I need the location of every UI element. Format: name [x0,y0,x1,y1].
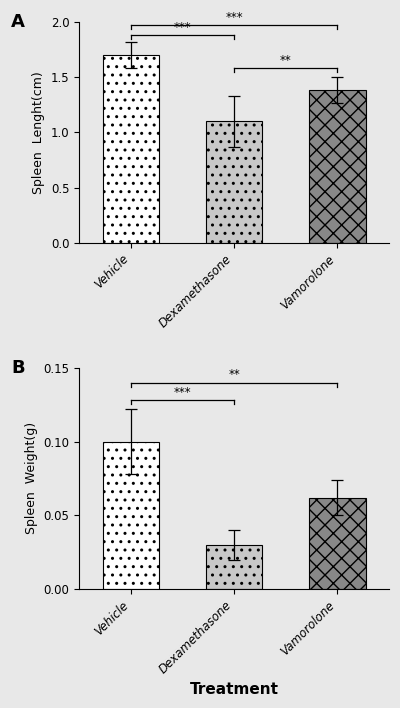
Bar [102,442,159,589]
Text: ***: *** [174,386,191,399]
Y-axis label: Spleen  Weight(g): Spleen Weight(g) [25,423,38,535]
Bar [206,544,262,589]
Bar [309,90,366,243]
Bar [206,121,262,243]
Text: ***: *** [225,11,243,24]
Bar [102,55,159,243]
Y-axis label: Spleen  Lenght(cm): Spleen Lenght(cm) [32,71,46,193]
Text: **: ** [228,368,240,382]
Bar [309,498,366,589]
Text: B: B [11,359,25,377]
Text: A: A [11,13,25,30]
X-axis label: Treatment: Treatment [190,682,278,697]
Text: **: ** [280,54,292,67]
Text: ***: *** [174,21,191,34]
